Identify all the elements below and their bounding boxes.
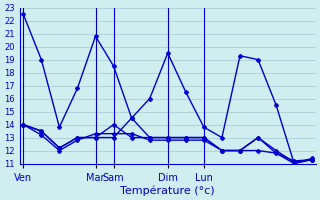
X-axis label: Température (°c): Température (°c) [120,185,215,196]
